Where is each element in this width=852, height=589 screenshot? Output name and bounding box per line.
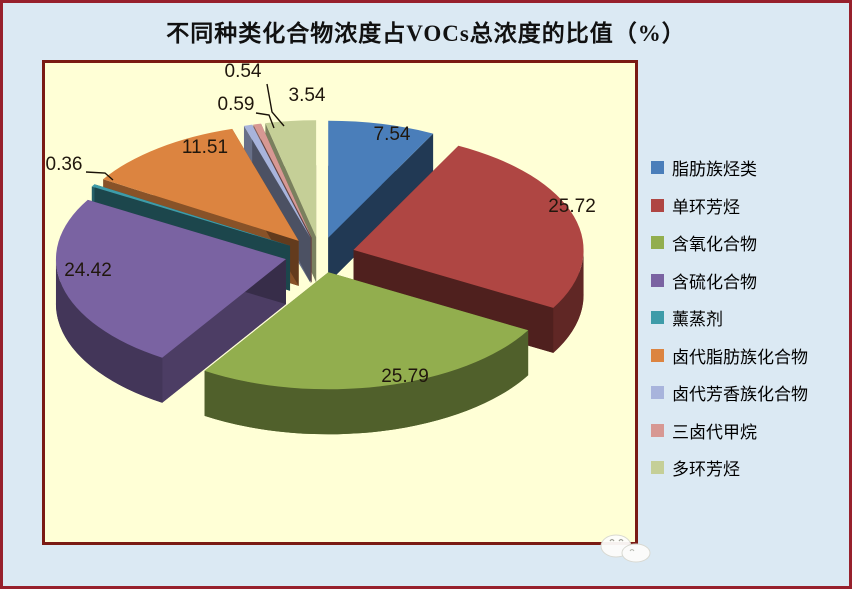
legend-label: 单环芳烃: [672, 197, 740, 217]
data-label: 0.59: [218, 94, 255, 115]
legend-swatch-icon: [651, 161, 664, 175]
legend-swatch-icon: [651, 236, 664, 250]
data-label: 7.54: [374, 124, 411, 145]
legend-label: 含硫化合物: [672, 272, 757, 292]
data-label: 3.54: [289, 85, 326, 106]
watermark-cloud-icon: [600, 534, 651, 563]
legend-item-6: 卤代芳香族化合物: [651, 374, 808, 412]
legend-label: 卤代脂肪族化合物: [672, 347, 808, 367]
legend-swatch-icon: [651, 311, 664, 325]
slice-top-face: [265, 120, 317, 238]
legend-swatch-icon: [651, 273, 664, 287]
legend-item-8: 多环芳烃: [651, 449, 808, 487]
legend-item-4: 薰蒸剂: [651, 299, 808, 337]
legend-item-7: 三卤代甲烷: [651, 412, 808, 450]
slice-top-face: [91, 184, 291, 246]
legend-swatch-icon: [651, 348, 664, 362]
slice-outer-wall: [55, 259, 163, 403]
chart-title: 不同种类化合物浓度占VOCs总浓度的比值（%）: [166, 21, 686, 46]
legend-label: 卤代芳香族化合物: [672, 385, 808, 405]
legend-label: 含氧化合物: [672, 235, 757, 255]
slice-outer-wall: [553, 249, 584, 353]
legend: 脂肪族烃类单环芳烃含氧化合物含硫化合物薰蒸剂卤代脂肪族化合物 卤代芳香族化合物 三卤…: [651, 149, 808, 487]
data-label: 0.36: [46, 154, 83, 175]
slice-top-face: [328, 120, 434, 238]
data-label: 0.54: [225, 61, 262, 82]
label-leader-line: [85, 171, 114, 181]
slice-top-face: [55, 199, 286, 358]
legend-item-1: 单环芳烃: [651, 187, 808, 225]
legend-item-5: 卤代脂肪族化合物: [651, 337, 808, 375]
pie-slice-3: [55, 199, 286, 403]
data-label: 24.42: [64, 260, 112, 281]
legend-label: 薰蒸剂: [672, 310, 723, 330]
legend-item-3: 含硫化合物: [651, 262, 808, 300]
legend-swatch-icon: [651, 386, 664, 400]
legend-swatch-icon: [651, 423, 664, 437]
slice-outer-wall: [204, 330, 529, 435]
pie-slice-2: [204, 272, 529, 435]
slice-top-face: [204, 272, 529, 390]
data-label: 11.51: [182, 137, 228, 158]
slice-end-wall: [328, 133, 434, 283]
slice-top-face: [243, 124, 311, 238]
legend-swatch-icon: [651, 461, 664, 475]
legend-label: 三卤代甲烷: [672, 422, 757, 442]
data-label: 25.72: [548, 196, 596, 217]
label-leader-line: [266, 83, 285, 127]
slice-top-face: [253, 123, 312, 238]
slice-top-face: [353, 145, 584, 308]
legend-label: 脂肪族烃类: [672, 160, 757, 180]
legend-label: 多环芳烃: [672, 460, 740, 480]
slice-top-face: [103, 128, 299, 241]
label-leader-line: [255, 112, 275, 129]
legend-item-2: 含氧化合物: [651, 224, 808, 262]
slice-start-wall: [162, 259, 286, 403]
legend-item-0: 脂肪族烃类: [651, 149, 808, 187]
data-label: 25.79: [381, 366, 429, 387]
legend-swatch-icon: [651, 198, 664, 212]
